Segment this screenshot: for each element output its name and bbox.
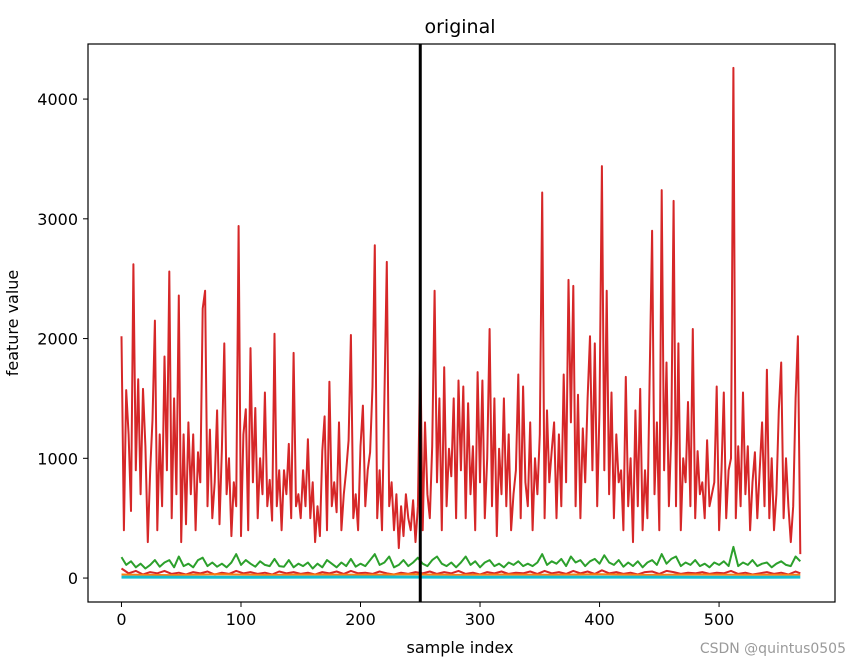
y-axis: 0 1000 2000 3000 4000 [37,90,88,588]
series-line-2 [120,545,802,570]
x-tick-label: 200 [345,610,376,629]
x-tick-label: 100 [226,610,257,629]
series-line-1 [120,66,802,555]
watermark: CSDN @quintus0505 [700,641,846,657]
x-axis: 0 100 200 300 400 500 [116,602,734,629]
chart-title: original [424,16,495,38]
y-tick-label: 0 [68,569,78,588]
x-tick-label: 400 [584,610,615,629]
y-axis-label: feature value [3,270,22,377]
x-tick-label: 300 [465,610,496,629]
y-tick-label: 2000 [37,330,78,349]
x-tick-label: 0 [116,610,126,629]
plot-frame [87,43,836,603]
series-line-3 [120,567,801,576]
series-layer [120,66,802,579]
x-axis-label: sample index [406,638,513,657]
y-tick-label: 3000 [37,210,78,229]
series-line-4 [121,573,801,577]
x-tick-label: 500 [704,610,735,629]
y-tick-label: 4000 [37,90,78,109]
y-tick-label: 1000 [37,449,78,468]
